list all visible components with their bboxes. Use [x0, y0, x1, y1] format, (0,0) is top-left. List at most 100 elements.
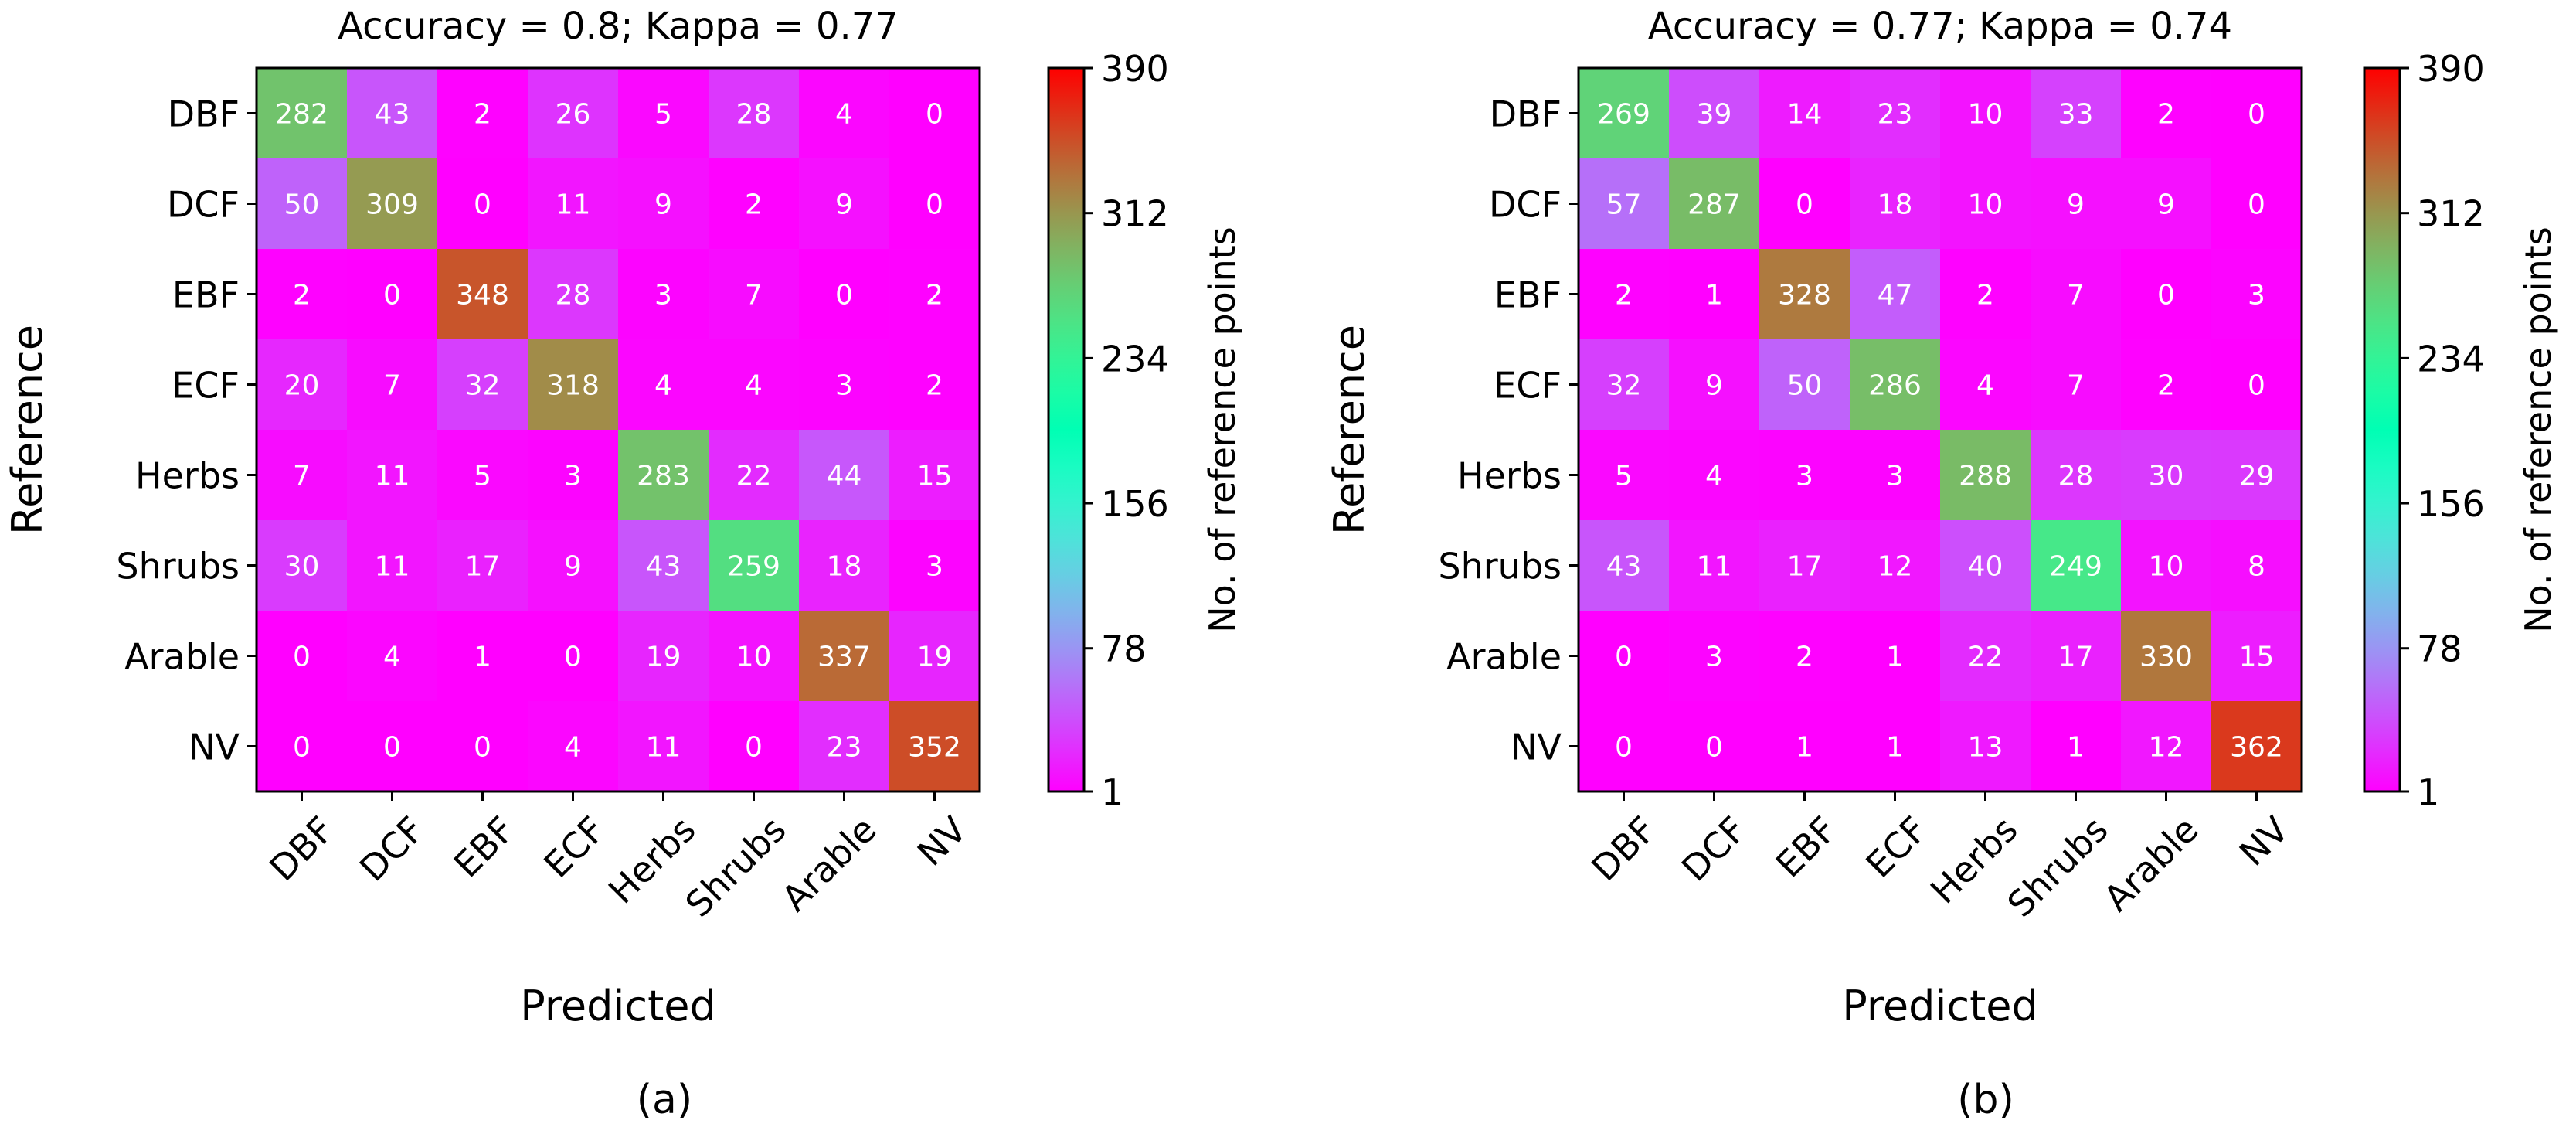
cell-value-label: 9 — [2157, 189, 2175, 221]
cell-value-label: 50 — [1787, 370, 1823, 402]
heatmap-cell — [1759, 520, 1850, 611]
colorbar-tick-label: 234 — [1101, 338, 1169, 380]
cell-value-label: 4 — [1976, 370, 1994, 402]
cell-value-label: 44 — [827, 461, 862, 492]
cell-value-label: 9 — [835, 189, 853, 221]
heatmap-cell — [709, 339, 800, 431]
heatmap-cell — [347, 611, 438, 702]
x-tick-label: Shrubs — [2000, 809, 2116, 925]
x-tick-label: Arable — [773, 809, 884, 919]
cell-value-label: 0 — [293, 642, 311, 673]
cell-value-label: 7 — [2067, 370, 2085, 402]
cell-value-label: 337 — [817, 642, 871, 673]
cell-value-label: 19 — [646, 642, 681, 673]
y-tick-label: EBF — [172, 274, 240, 316]
cell-value-label: 28 — [556, 280, 591, 312]
colorbar-tick-label: 312 — [2417, 193, 2485, 235]
heatmap-cell — [2121, 520, 2212, 611]
heatmap-cell — [618, 339, 709, 431]
x-tick-label: Shrubs — [678, 809, 794, 925]
heatmap-cell — [799, 339, 890, 431]
heatmap-cell — [2121, 701, 2212, 792]
cell-value-label: 26 — [556, 99, 591, 131]
heatmap-cell — [2211, 158, 2302, 250]
cell-value-label: 0 — [2248, 370, 2265, 402]
cell-value-label: 19 — [917, 642, 953, 673]
cell-value-label: 330 — [2139, 642, 2193, 673]
colorbar-tick-label: 390 — [2417, 48, 2485, 90]
y-tick-label: DCF — [167, 184, 240, 226]
heatmap-cell — [1940, 520, 2031, 611]
heatmap-cell — [1940, 158, 2031, 250]
x-tick-label: EBF — [446, 809, 523, 886]
cell-value-label: 0 — [564, 642, 582, 673]
y-tick-label: NV — [189, 727, 240, 768]
cell-value-label: 2 — [2157, 370, 2175, 402]
heatmap-cell — [709, 158, 800, 250]
cell-value-label: 309 — [365, 189, 419, 221]
heatmap-cell — [1940, 249, 2031, 340]
heatmap-cell — [528, 430, 619, 521]
cell-value-label: 328 — [1778, 280, 1831, 312]
y-tick-label: NV — [1511, 727, 1562, 768]
colorbar-gradient — [1047, 66, 1086, 793]
cell-value-label: 269 — [1597, 99, 1650, 131]
cell-value-label: 2 — [1796, 642, 1813, 673]
heatmap-cell — [437, 339, 528, 431]
cell-value-label: 0 — [926, 99, 943, 131]
cell-value-label: 10 — [1968, 189, 2003, 221]
cell-value-label: 1 — [474, 642, 491, 673]
cell-value-label: 286 — [1868, 370, 1922, 402]
cell-value-label: 57 — [1606, 189, 1642, 221]
cell-value-label: 9 — [2067, 189, 2085, 221]
heatmap-cell — [1669, 339, 1760, 431]
cell-value-label: 18 — [1878, 189, 1913, 221]
heatmap-cell — [1940, 430, 2031, 521]
cell-value-label: 15 — [2239, 642, 2275, 673]
y-tick-label: EBF — [1494, 274, 1562, 316]
cell-value-label: 1 — [1886, 642, 1904, 673]
heatmap-cell — [2031, 430, 2122, 521]
heatmap-cell — [437, 520, 528, 611]
y-tick-label: DBF — [1490, 94, 1562, 135]
cell-value-label: 47 — [1878, 280, 1913, 312]
cell-value-label: 0 — [1615, 642, 1633, 673]
cell-value-label: 0 — [2248, 189, 2265, 221]
cell-value-label: 23 — [1878, 99, 1913, 131]
cell-value-label: 5 — [474, 461, 491, 492]
chart-title: Accuracy = 0.8; Kappa = 0.77 — [338, 5, 899, 48]
cell-value-label: 17 — [2058, 642, 2094, 673]
heatmap-cell — [1940, 701, 2031, 792]
heatmap-cell — [347, 430, 438, 521]
heatmap-cell — [1850, 339, 1941, 431]
heatmap-cell — [2121, 430, 2212, 521]
colorbar-tick-label: 156 — [1101, 483, 1169, 525]
heatmap-cell — [2211, 520, 2302, 611]
heatmap-cell — [889, 249, 980, 340]
colorbar-tick-label: 1 — [1101, 771, 1123, 813]
heatmap-cell — [1759, 611, 1850, 702]
heatmap-cell — [2121, 68, 2212, 159]
heatmap-cell — [347, 339, 438, 431]
heatmap-cells: 282 43 2 26 5 28 4 050 309 0 11 9 2 9 02 0 348 28 3 7 0 220 7 3… — [257, 68, 980, 792]
heatmap-cell — [709, 430, 800, 521]
heatmap-cell — [799, 249, 890, 340]
heatmap-cell — [347, 520, 438, 611]
heatmap-cell — [347, 249, 438, 340]
x-tick-label: DBF — [261, 809, 342, 889]
colorbar-tick-label: 156 — [2417, 483, 2485, 525]
cell-value-label: 287 — [1687, 189, 1741, 221]
cell-value-label: 4 — [835, 99, 853, 131]
heatmap-cell — [709, 611, 800, 702]
cell-value-label: 249 — [2049, 551, 2102, 583]
cell-value-label: 283 — [637, 461, 690, 492]
x-tick-label: ECF — [1857, 809, 1935, 886]
cell-value-label: 0 — [835, 280, 853, 312]
heatmap-cell — [1579, 701, 1670, 792]
heatmap-cells: 269 39 14 23 10 33 2 057 287 0 18 10 9 9 02 1 328 47 2 7 0 33… — [1579, 68, 2302, 792]
panel-caption: (a) — [637, 1077, 692, 1123]
heatmap-cell — [1759, 158, 1850, 250]
heatmap-cell — [2121, 339, 2212, 431]
heatmap-cell — [889, 611, 980, 702]
